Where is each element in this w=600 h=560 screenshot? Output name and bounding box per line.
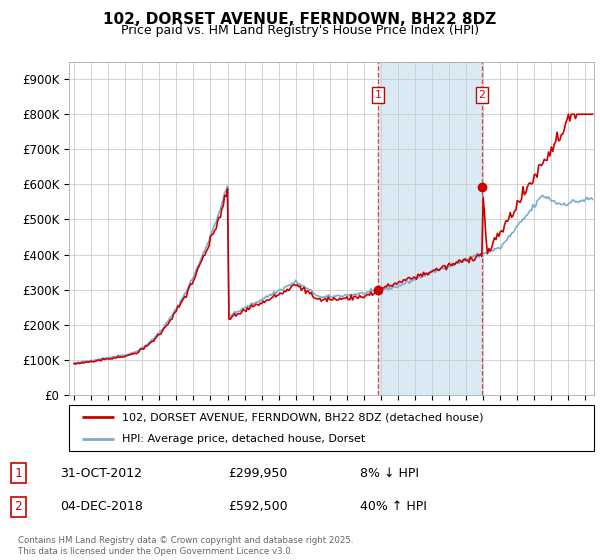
Text: 102, DORSET AVENUE, FERNDOWN, BH22 8DZ (detached house): 102, DORSET AVENUE, FERNDOWN, BH22 8DZ (…	[121, 412, 483, 422]
Text: £592,500: £592,500	[228, 500, 287, 514]
Text: 2: 2	[478, 90, 485, 100]
Text: 102, DORSET AVENUE, FERNDOWN, BH22 8DZ: 102, DORSET AVENUE, FERNDOWN, BH22 8DZ	[103, 12, 497, 27]
Text: 8% ↓ HPI: 8% ↓ HPI	[360, 466, 419, 480]
Text: 04-DEC-2018: 04-DEC-2018	[60, 500, 143, 514]
FancyBboxPatch shape	[69, 405, 594, 451]
Text: Contains HM Land Registry data © Crown copyright and database right 2025.
This d: Contains HM Land Registry data © Crown c…	[18, 536, 353, 556]
Text: 40% ↑ HPI: 40% ↑ HPI	[360, 500, 427, 514]
Text: 1: 1	[374, 90, 382, 100]
Text: 1: 1	[14, 466, 22, 480]
Text: 2: 2	[14, 500, 22, 514]
Text: £299,950: £299,950	[228, 466, 287, 480]
Text: HPI: Average price, detached house, Dorset: HPI: Average price, detached house, Dors…	[121, 435, 365, 444]
Text: Price paid vs. HM Land Registry's House Price Index (HPI): Price paid vs. HM Land Registry's House …	[121, 24, 479, 36]
Text: 31-OCT-2012: 31-OCT-2012	[60, 466, 142, 480]
Bar	[378, 62, 482, 395]
